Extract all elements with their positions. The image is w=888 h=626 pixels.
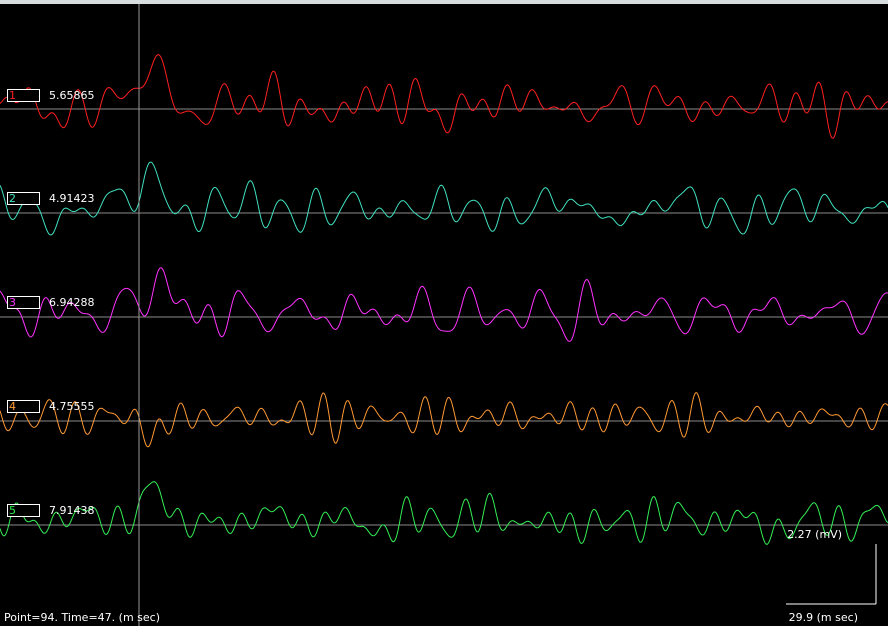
channel-id-box-3[interactable]: 3 <box>7 295 40 309</box>
amplitude-scale-label: 2.27 (mV) <box>787 528 842 541</box>
trace-plot[interactable] <box>0 4 888 626</box>
channel-label-3: 3 6.94288 <box>0 294 95 310</box>
channel-value-4: 4.75555 <box>49 399 95 413</box>
channel-traces <box>0 54 888 545</box>
channel-value-1: 5.65865 <box>49 88 95 102</box>
trace-channel-5 <box>0 481 888 545</box>
channel-id-box-2[interactable]: 2 <box>7 191 40 205</box>
channel-label-4: 4 4.75555 <box>0 398 95 414</box>
channel-baselines <box>0 108 888 526</box>
trace-channel-1 <box>0 54 888 139</box>
trace-channel-2 <box>0 161 888 236</box>
channel-label-2: 2 4.91423 <box>0 190 95 206</box>
scale-bar <box>786 544 877 605</box>
signal-viewer[interactable]: 1 5.65865 2 4.91423 3 6.94288 4 4.75555 … <box>0 4 888 626</box>
channel-value-2: 4.91423 <box>49 191 95 205</box>
trace-channel-4 <box>0 392 888 448</box>
trace-channel-3 <box>0 267 888 342</box>
channel-id-box-5[interactable]: 5 <box>7 503 40 517</box>
channel-id-box-1[interactable]: 1 <box>7 88 40 102</box>
channel-label-1: 1 5.65865 <box>0 87 95 103</box>
channel-value-5: 7.91438 <box>49 503 95 517</box>
status-readout: Point=94. Time=47. (m sec) <box>4 611 160 624</box>
time-scale-label: 29.9 (m sec) <box>788 611 858 624</box>
channel-label-5: 5 7.91438 <box>0 502 95 518</box>
channel-id-box-4[interactable]: 4 <box>7 399 40 413</box>
channel-value-3: 6.94288 <box>49 295 95 309</box>
